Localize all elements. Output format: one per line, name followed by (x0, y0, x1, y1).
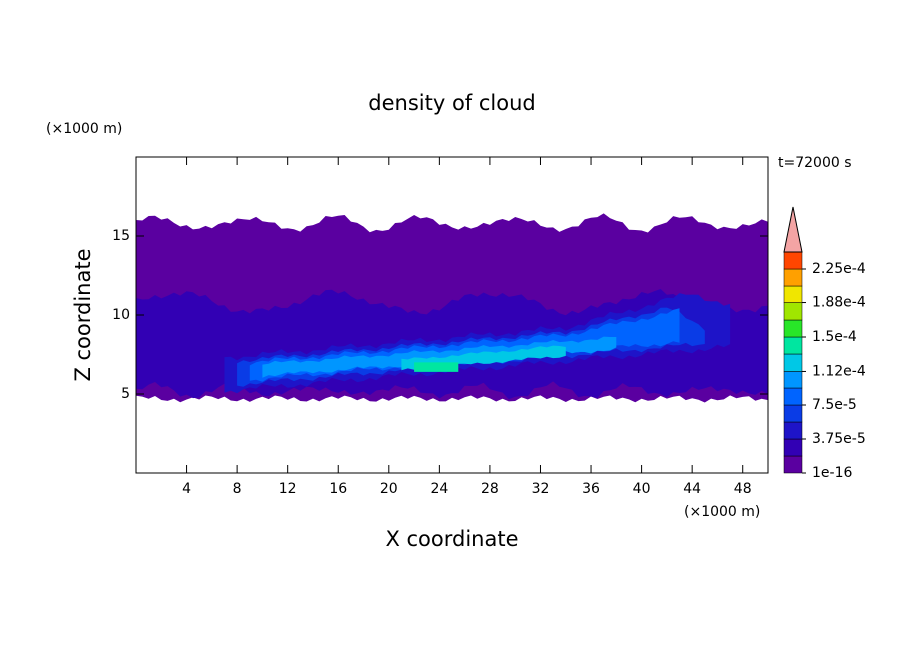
y-tick-label: 10 (112, 307, 130, 323)
y-unit: (×1000 m) (46, 121, 122, 137)
colorbar-band (783, 285, 803, 303)
x-tick-label: 36 (582, 481, 600, 497)
x-axis-title: X coordinate (385, 527, 518, 551)
colorbar-label: 2.25e-4 (812, 261, 866, 277)
colorbar-band (783, 387, 803, 406)
x-tick-label: 28 (481, 481, 499, 497)
colorbar-band (783, 302, 803, 321)
x-tick-label: 24 (430, 481, 448, 497)
y-axis-title: Z coordinate (71, 248, 95, 381)
colorbar-band (783, 438, 803, 457)
x-tick-label: 32 (532, 481, 550, 497)
colorbar-extension (783, 206, 803, 253)
x-tick-label: 44 (683, 481, 701, 497)
colorbar-band (783, 371, 803, 389)
x-tick-label: 20 (380, 481, 398, 497)
colorbar-label: 3.75e-5 (812, 431, 866, 447)
colorbar-label: 1.12e-4 (812, 363, 866, 379)
contour-region (414, 362, 459, 372)
colorbar-band (783, 353, 803, 372)
colorbar-band (783, 268, 803, 287)
colorbar-band (783, 251, 803, 270)
colorbar-band (783, 455, 803, 474)
x-unit: (×1000 m) (684, 504, 760, 520)
x-tick-label: 8 (233, 481, 242, 497)
colorbar-band (783, 319, 803, 338)
x-tick-label: 16 (329, 481, 347, 497)
x-tick-label: 48 (734, 481, 752, 497)
colorbar-band (783, 421, 803, 440)
time-label: t=72000 s (778, 155, 852, 171)
chart-title: density of cloud (368, 91, 535, 115)
y-tick-label: 5 (121, 386, 130, 402)
colorbar-label: 1e-16 (812, 465, 852, 481)
x-tick-label: 40 (633, 481, 651, 497)
x-tick-label: 12 (279, 481, 297, 497)
colorbar-label: 1.88e-4 (812, 295, 866, 311)
colorbar-label: 7.5e-5 (812, 397, 857, 413)
contour-region (262, 336, 617, 378)
y-tick-label: 15 (112, 228, 130, 244)
colorbar-band (783, 404, 803, 423)
colorbar-band (783, 336, 803, 355)
colorbar-label: 1.5e-4 (812, 329, 857, 345)
x-tick-label: 4 (182, 481, 191, 497)
